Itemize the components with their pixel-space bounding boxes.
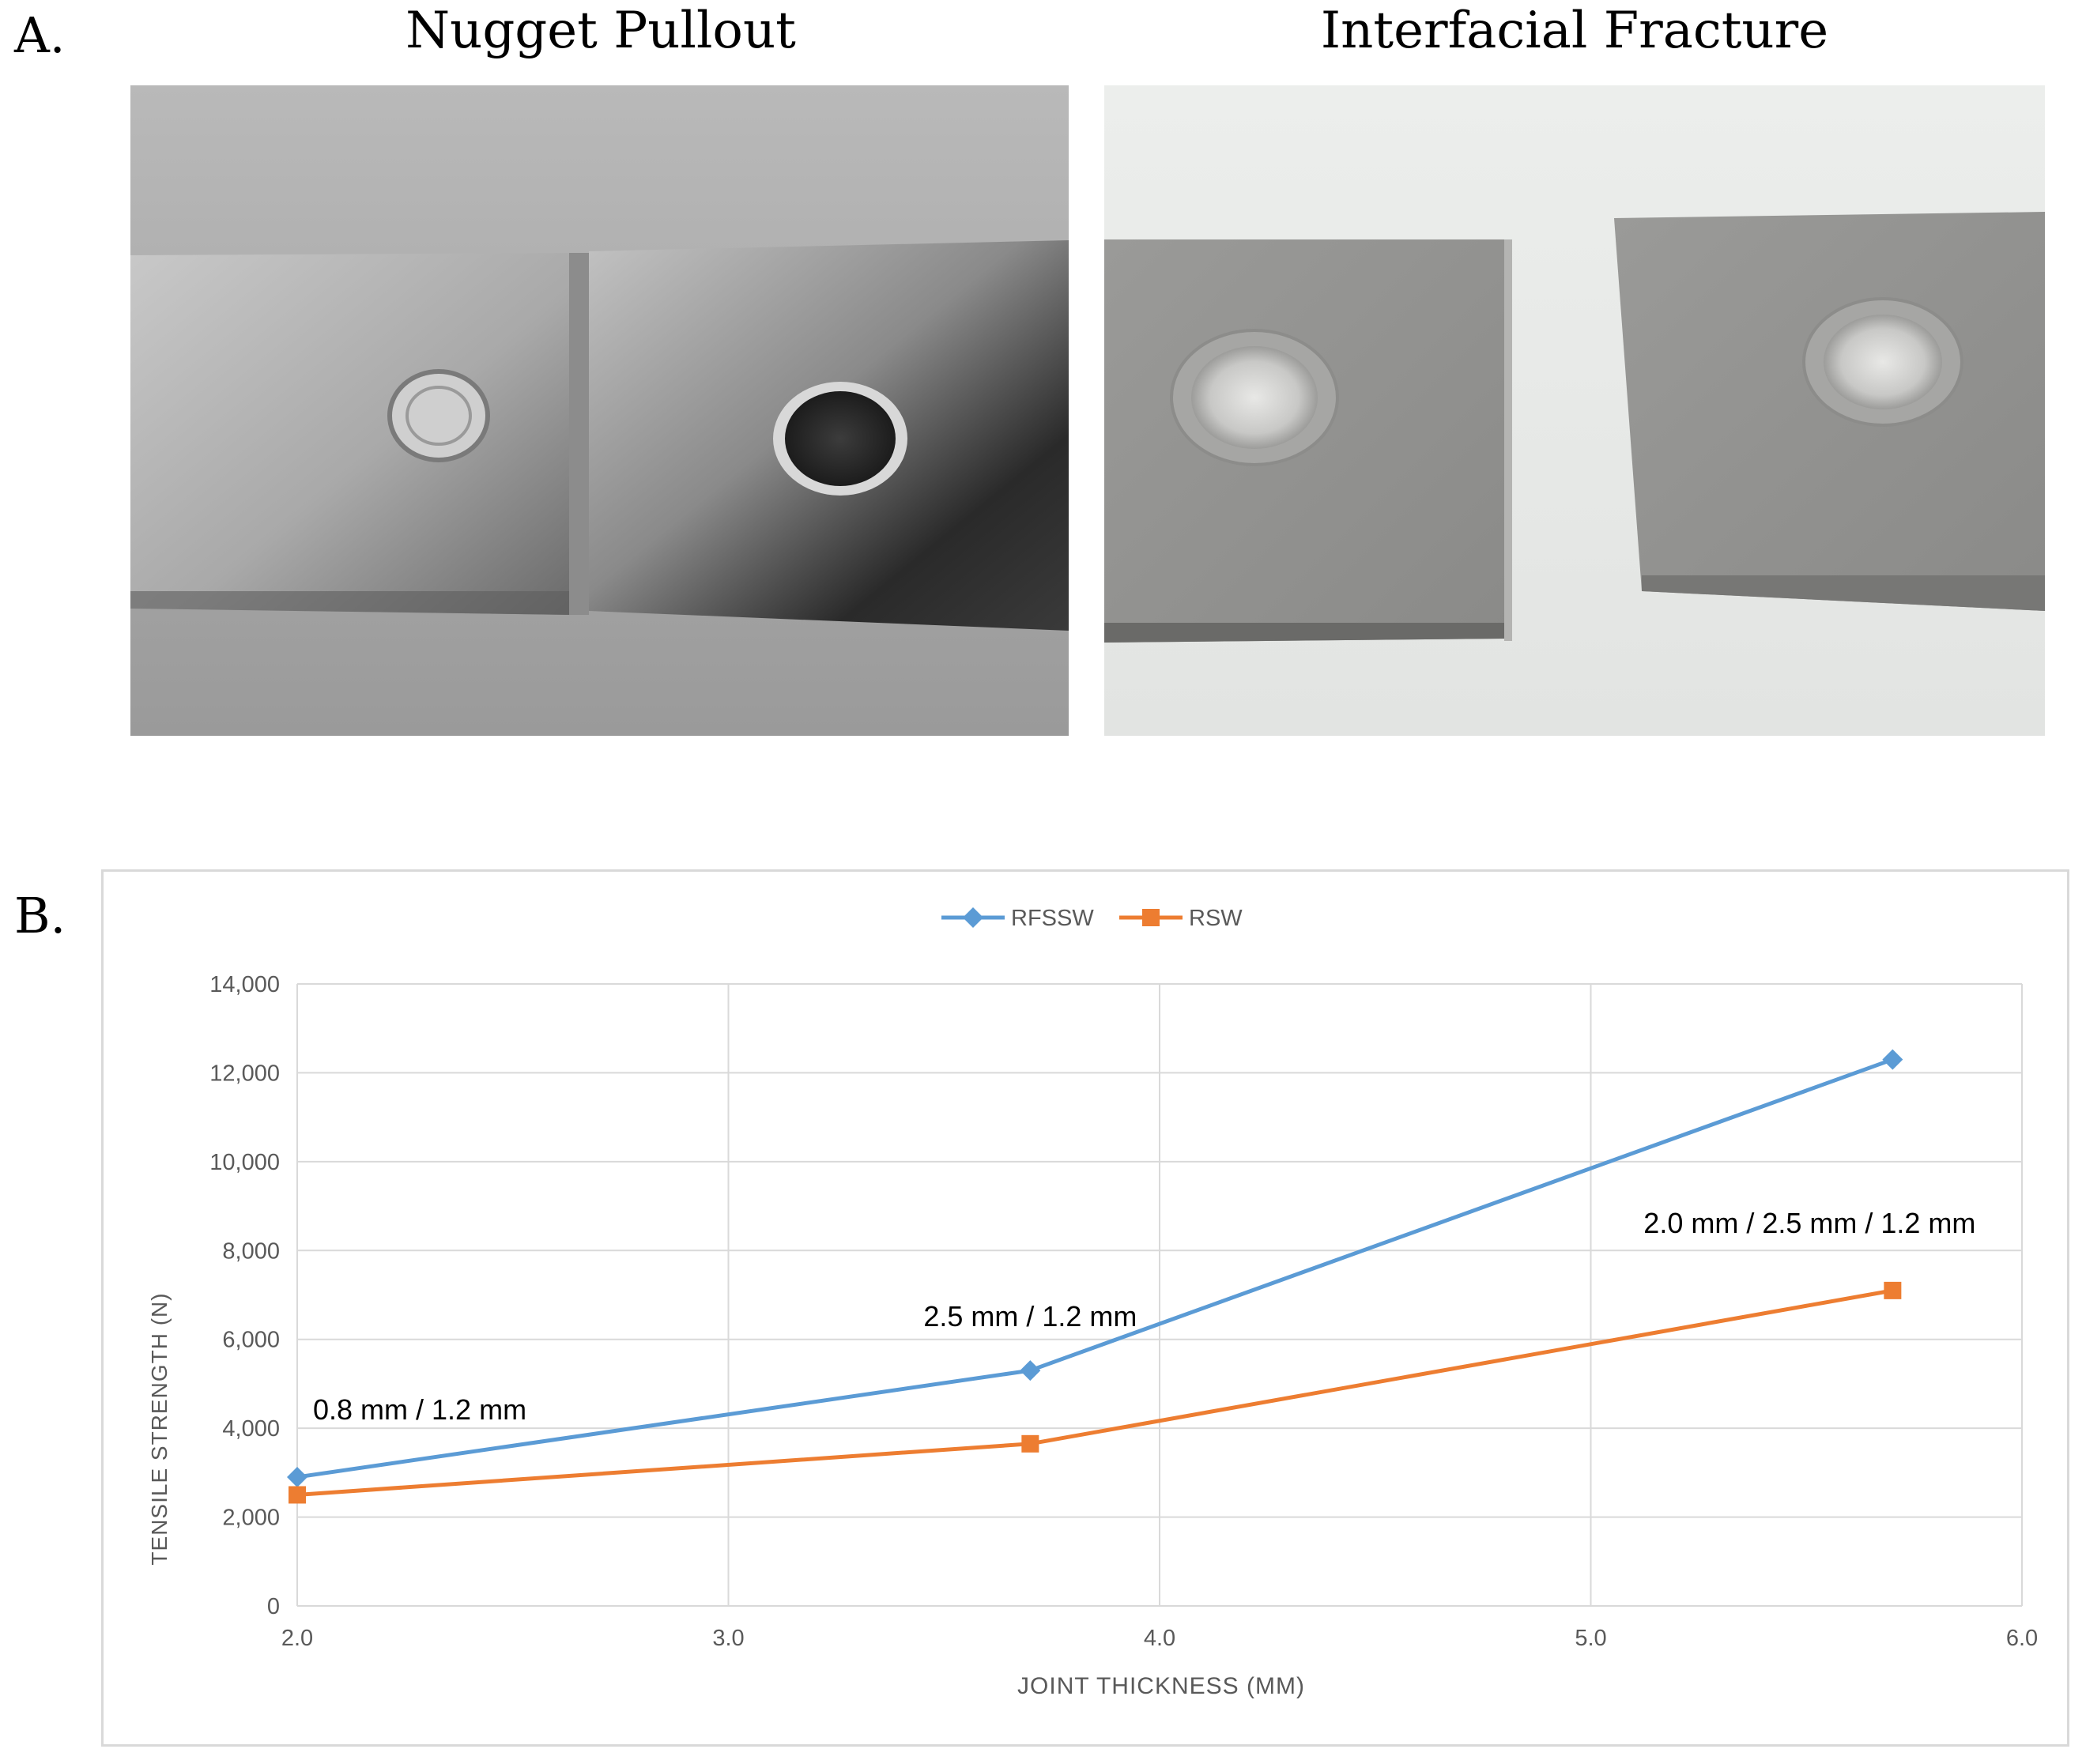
y-tick-label: 4,000 <box>222 1416 280 1442</box>
x-tick-label: 3.0 <box>712 1626 744 1651</box>
x-tick-label: 4.0 <box>1144 1626 1175 1651</box>
point-annotation: 2.0 mm / 2.5 mm / 1.2 mm <box>1643 1207 1975 1239</box>
series-line-rfssw <box>296 1057 1894 1479</box>
nugget-pullout-title: Nugget Pullout <box>406 2 796 60</box>
x-tick-label: 5.0 <box>1575 1626 1606 1651</box>
point-annotation: 2.5 mm / 1.2 mm <box>923 1300 1137 1332</box>
legend-label: RFSSW <box>1011 906 1094 931</box>
legend-entry-rsw: RSW <box>1119 906 1243 931</box>
panel-b-label: B. <box>14 887 66 944</box>
y-axis-label: TENSILE STRENGTH (N) <box>147 1292 172 1565</box>
y-tick-label: 6,000 <box>222 1328 280 1353</box>
legend-marker <box>963 907 983 928</box>
chart-frame: 0 2,000 4,000 6,000 8,000 10,000 12,000 14,000 … <box>101 869 2069 1747</box>
panel-a-label: A. <box>14 6 66 64</box>
legend-entry-rfssw: RFSSW <box>941 906 1094 931</box>
interfacial-fracture-title: Interfacial Fracture <box>1320 2 1829 60</box>
interfacial-fracture-photo <box>1104 85 2045 736</box>
data-point-rfssw <box>1020 1360 1041 1381</box>
data-point-rsw <box>1021 1434 1039 1453</box>
tensile-strength-chart: 02,0004,0006,0008,00010,00012,00014,000 … <box>147 906 2038 1699</box>
y-tick-label: 14,000 <box>209 972 280 997</box>
legend-label: RSW <box>1189 906 1243 931</box>
x-tick-label: 6.0 <box>2006 1626 2038 1651</box>
legend-marker <box>1142 909 1160 926</box>
x-tick-label: 2.0 <box>281 1626 313 1651</box>
y-tick-label: 0 <box>267 1594 280 1619</box>
data-point-rfssw <box>1882 1049 1903 1070</box>
y-tick-label: 8,000 <box>222 1238 280 1264</box>
point-annotation: 0.8 mm / 1.2 mm <box>313 1393 526 1426</box>
data-point-rsw <box>289 1486 306 1504</box>
y-tick-label: 2,000 <box>222 1506 280 1531</box>
data-point-rfssw <box>287 1466 307 1487</box>
nugget-pullout-photo <box>130 85 1069 736</box>
y-tick-label: 12,000 <box>209 1061 280 1086</box>
y-tick-label: 10,000 <box>209 1150 280 1175</box>
data-point-rsw <box>1884 1281 1902 1299</box>
x-axis-label: JOINT THICKNESS (MM) <box>1017 1673 1305 1699</box>
